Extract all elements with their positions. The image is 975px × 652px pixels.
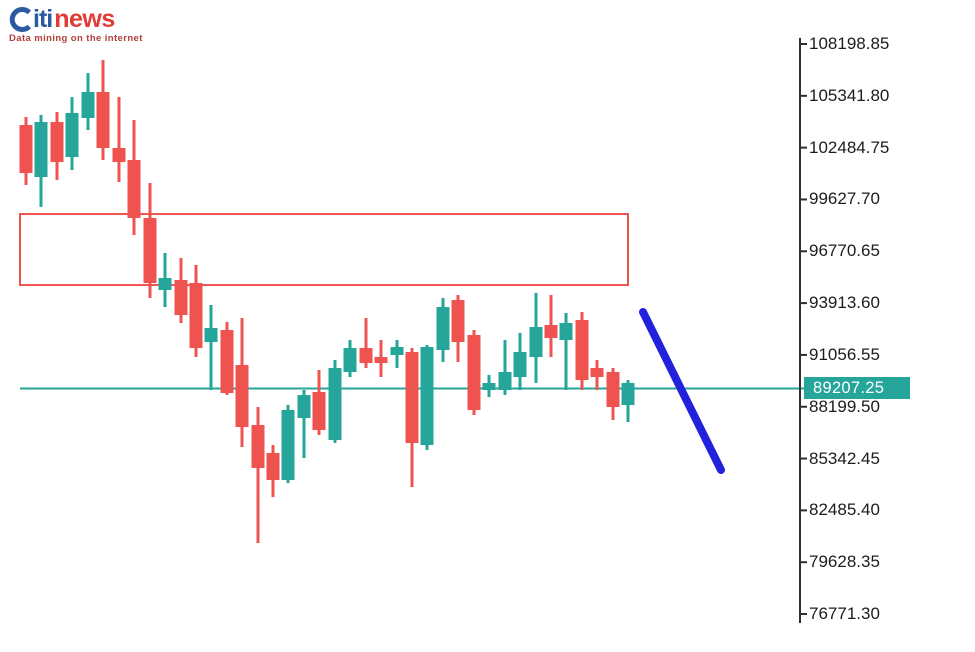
candle-body <box>174 280 188 316</box>
axis-tick-label: 105341.80 <box>809 85 890 105</box>
candle-body <box>112 148 126 163</box>
candle-body <box>544 325 558 339</box>
candle-body <box>482 383 496 391</box>
logo-news-text: news <box>54 4 115 33</box>
candle-body <box>451 300 465 343</box>
candle-body <box>328 368 342 441</box>
candle-body <box>359 348 373 364</box>
current-price-value: 89207.25 <box>813 378 885 397</box>
candle-body <box>297 395 311 419</box>
axis-tick-label: 79628.35 <box>809 552 880 572</box>
candle-body <box>266 453 280 481</box>
candle-body <box>235 365 249 428</box>
axis-tick-label: 102484.75 <box>809 137 890 157</box>
candle-body <box>19 125 33 174</box>
candle-body <box>34 122 48 178</box>
axis-tick-label: 91056.55 <box>809 344 880 364</box>
candle-body <box>420 347 434 446</box>
supply-zone-rect <box>19 213 629 287</box>
candle-body <box>65 113 79 158</box>
axis-tick-label: 82485.40 <box>809 500 880 520</box>
logo-row: iti news <box>9 6 143 32</box>
candle-body <box>143 218 157 284</box>
candle-body <box>529 327 543 358</box>
candle-body <box>204 328 218 343</box>
candle-body <box>96 92 110 149</box>
candle-body <box>498 372 512 391</box>
candle-body <box>50 122 64 163</box>
axis-tick-label: 93913.60 <box>809 293 880 313</box>
axis-tick-label: 99627.70 <box>809 189 880 209</box>
candle-body <box>575 320 589 381</box>
candle-body <box>189 283 203 349</box>
current-price-label: 89207.25 <box>804 377 910 400</box>
axis-tick-label: 88199.50 <box>809 396 880 416</box>
candle-body <box>251 425 265 469</box>
candle-body <box>127 160 141 219</box>
candle-body <box>405 352 419 444</box>
candle-body <box>374 357 388 364</box>
candle-body <box>343 348 357 373</box>
candle-body <box>81 92 95 119</box>
candle-body <box>467 335 481 411</box>
logo-tagline: Data mining on the internet <box>9 33 143 44</box>
candle-body <box>606 372 620 408</box>
candle-body <box>590 368 604 378</box>
candle-body <box>390 347 404 356</box>
candle-body <box>559 323 573 341</box>
candle-body <box>621 383 635 406</box>
candle-body <box>312 392 326 431</box>
logo-citi-text: iti <box>33 4 53 33</box>
axis-tick-label: 85342.45 <box>809 448 880 468</box>
candle-body <box>513 352 527 378</box>
candle-body <box>436 307 450 351</box>
candle-body <box>158 278 172 291</box>
trend-line <box>639 308 725 474</box>
candle-body <box>281 410 295 481</box>
axis-tick-label: 76771.30 <box>809 604 880 624</box>
candle-body <box>220 330 234 394</box>
axis-tick-label: 96770.65 <box>809 241 880 261</box>
logo-citi-c-icon <box>9 6 32 32</box>
citinews-logo: iti news Data mining on the internet <box>9 6 143 44</box>
axis-tick-label: 108198.85 <box>809 34 890 53</box>
